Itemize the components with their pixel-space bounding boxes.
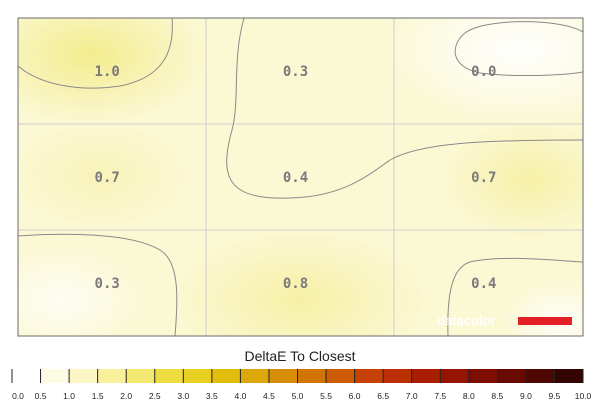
colorbar-swatch-19 xyxy=(554,369,584,383)
cell-value-r2-c1: 0.7 xyxy=(95,170,120,186)
colorbar-swatch-9 xyxy=(268,369,298,383)
cell-value-r1-c2: 0.3 xyxy=(283,64,308,80)
colorbar-swatch-17 xyxy=(497,369,527,383)
colorbar-swatch-5 xyxy=(154,369,184,383)
colorbar-tick-label-8: 4.0 xyxy=(234,391,246,401)
colorbar-swatch-1 xyxy=(40,369,70,383)
cell-value-r2-c3: 0.7 xyxy=(471,170,496,186)
hotspot-top-left xyxy=(18,18,210,125)
colorbar-tick-label-16: 8.0 xyxy=(463,391,475,401)
contour-top-right xyxy=(454,21,583,77)
colorbar-tick-label-13: 6.5 xyxy=(377,391,389,401)
datacolor-watermark: datacolor xyxy=(437,313,572,328)
colorbar-swatch-10 xyxy=(297,369,327,383)
colorbar-tick-label-11: 5.5 xyxy=(320,391,332,401)
grid-lines xyxy=(18,18,583,336)
colorbar-tick-label-12: 6.0 xyxy=(349,391,361,401)
colorbar-swatch-7 xyxy=(211,369,241,383)
colorbar-tick-label-14: 7.0 xyxy=(406,391,418,401)
cell-value-r3-c3: 0.4 xyxy=(471,276,496,292)
colorbar-tick-label-17: 8.5 xyxy=(491,391,503,401)
colorbar-swatch-15 xyxy=(440,369,470,383)
hotspot-middle-left xyxy=(18,120,190,230)
cell-value-r2-c2: 0.4 xyxy=(283,170,308,186)
colorbar-tick-label-2: 1.0 xyxy=(63,391,75,401)
colorbar-ticks xyxy=(11,369,584,383)
contour-bottom-right xyxy=(447,257,583,336)
colorbar-title: DeltaE To Closest xyxy=(244,348,355,364)
colorbar-swatch-6 xyxy=(183,369,213,383)
colorbar-swatches xyxy=(12,369,584,383)
contour-center xyxy=(226,18,583,199)
colorbar-tick-label-0: 0.0 xyxy=(12,391,24,401)
colorbar-tick-label-4: 2.0 xyxy=(120,391,132,401)
colorbar-swatch-16 xyxy=(468,369,498,383)
colorbar-tick-labels: 0.0 0.5 1.0 1.5 2.0 2.5 3.0 3.5 4.0 4.5 5.0 5.5 6.0 6… xyxy=(12,391,591,401)
colorbar-tick-label-5: 2.5 xyxy=(149,391,161,401)
hotspot-bottom-center xyxy=(170,230,430,336)
cell-value-labels: 1.0 0.3 0.0 0.7 0.4 0.7 0.3 0.8 0.4 xyxy=(95,64,497,292)
colorbar-swatch-8 xyxy=(240,369,270,383)
colorbar-tick-label-10: 5.0 xyxy=(292,391,304,401)
colorbar-tick-label-7: 3.5 xyxy=(206,391,218,401)
colorbar-swatch-3 xyxy=(97,369,127,383)
heatmap-border xyxy=(17,17,584,337)
hotspot-middle-right xyxy=(440,120,583,240)
colorbar-swatch-0 xyxy=(12,369,42,383)
cell-value-r1-c1: 1.0 xyxy=(95,64,120,80)
cell-value-r3-c2: 0.8 xyxy=(283,276,308,292)
colorbar-tick-label-20: 10.0 xyxy=(575,391,592,401)
colorbar-tick-label-19: 9.5 xyxy=(549,391,561,401)
contour-bottom-left xyxy=(18,233,178,336)
colorbar-swatch-2 xyxy=(69,369,99,383)
cell-value-r1-c3: 0.0 xyxy=(471,64,496,80)
colorbar-swatch-11 xyxy=(326,369,356,383)
colorbar-swatch-14 xyxy=(411,369,441,383)
colorbar-tick-label-6: 3.0 xyxy=(177,391,189,401)
contour-lines xyxy=(18,18,583,336)
cool-spot-bottom-left xyxy=(18,245,150,336)
cell-value-r3-c1: 0.3 xyxy=(95,276,120,292)
colorbar: DeltaE To Closest 0.0 0.5 1.0 1.5 2.0 2.5 3.0 3… xyxy=(11,348,592,401)
contour-top-left xyxy=(18,18,173,89)
colorbar-swatch-13 xyxy=(383,369,413,383)
watermark-text: datacolor xyxy=(437,313,496,328)
watermark-red-bar xyxy=(518,317,572,325)
cool-spot-top-right xyxy=(380,18,583,125)
colorbar-tick-label-9: 4.5 xyxy=(263,391,275,401)
colorbar-swatch-12 xyxy=(354,369,384,383)
colorbar-tick-label-3: 1.5 xyxy=(92,391,104,401)
colorbar-swatch-18 xyxy=(525,369,555,383)
colorbar-swatch-4 xyxy=(126,369,156,383)
colorbar-tick-label-15: 7.5 xyxy=(434,391,446,401)
heatmap-plot-area: 1.0 0.3 0.0 0.7 0.4 0.7 0.3 0.8 0.4 datacolor xyxy=(17,17,584,337)
colorbar-tick-label-18: 9.0 xyxy=(520,391,532,401)
colorbar-tick-label-1: 0.5 xyxy=(35,391,47,401)
